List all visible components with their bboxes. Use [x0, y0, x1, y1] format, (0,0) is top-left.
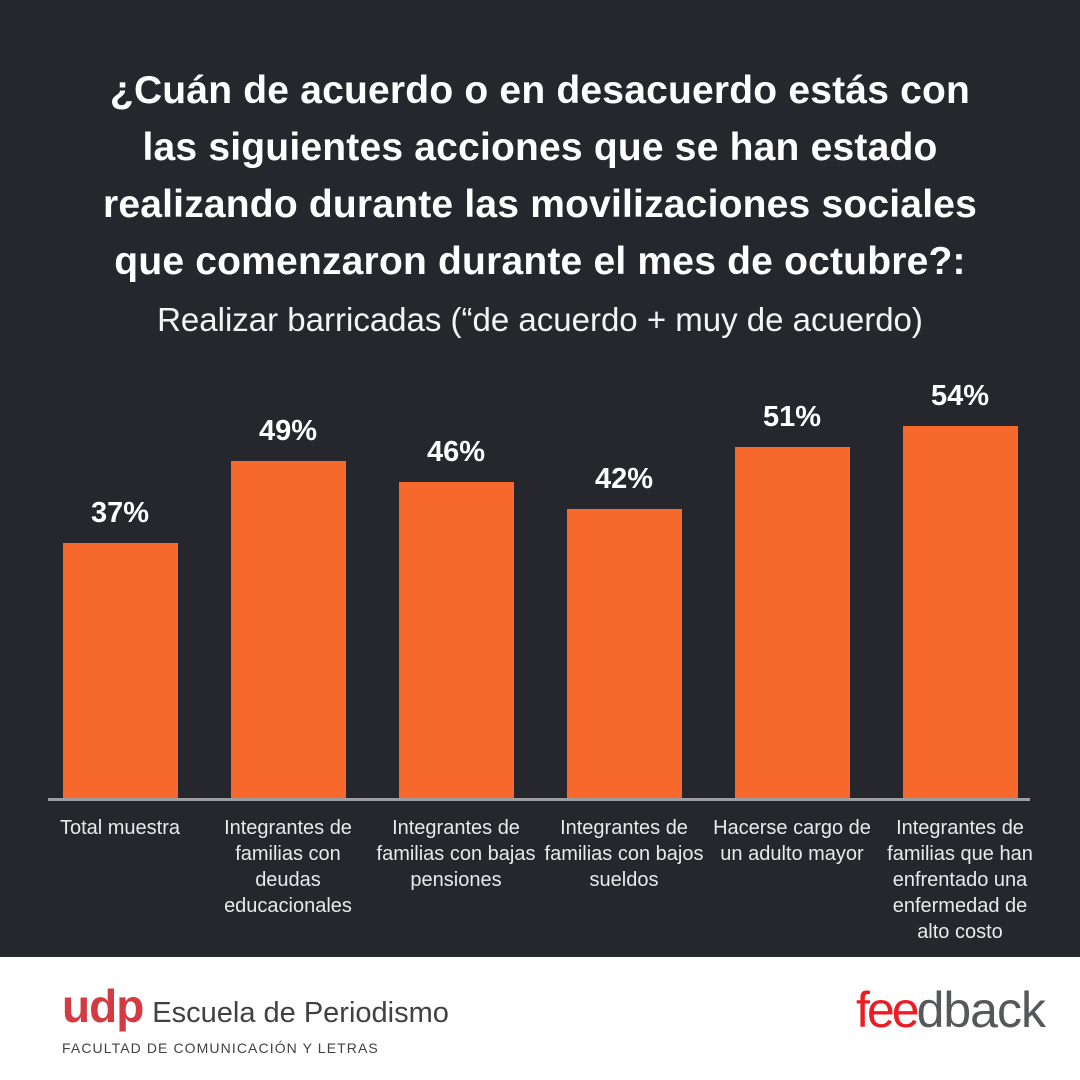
- bar: [734, 447, 850, 798]
- udp-logo: udp Escuela de Periodismo FACULTAD DE CO…: [62, 983, 449, 1056]
- bar: [902, 426, 1018, 798]
- bar-value-label: 37%: [90, 497, 150, 529]
- udp-faculty-name: FACULTAD DE COMUNICACIÓN Y LETRAS: [62, 1040, 379, 1056]
- feedback-logo-gray-part: dback: [916, 982, 1046, 1038]
- footer: udp Escuela de Periodismo FACULTAD DE CO…: [0, 957, 1080, 1080]
- bar-value-label: 51%: [762, 401, 822, 433]
- bar: [566, 509, 682, 798]
- category-label: Integrantes de familias con deudas educa…: [224, 817, 352, 917]
- category-label: Integrantes de familias con bajas pensio…: [376, 817, 536, 891]
- bars-row: 37% 49% 46% 42% 51% 54%: [36, 378, 1044, 798]
- chart-title-line: realizando durante las movilizaciones so…: [102, 183, 978, 226]
- bar-column: 42%: [540, 463, 708, 798]
- chart-title-line: que comenzaron durante el mes de octubre…: [114, 240, 966, 283]
- bar-column: 49%: [204, 415, 372, 798]
- category-label: Total muestra: [59, 817, 181, 839]
- feedback-logo: feedback: [856, 982, 1046, 1038]
- udp-school-name: Escuela de Periodismo: [152, 997, 449, 1029]
- bar: [62, 543, 178, 798]
- chart-title-line: las siguientes acciones que se han estad…: [142, 126, 938, 169]
- chart-subtitle: Realizar barricadas (“de acuerdo + muy d…: [157, 301, 923, 338]
- bar-value-label: 49%: [258, 415, 318, 447]
- x-axis-line: [48, 798, 1030, 801]
- category-labels-row: Total muestra Integrantes de familias co…: [36, 815, 1044, 945]
- title-block: ¿Cuán de acuerdo o en desacuerdo estás c…: [0, 62, 1080, 342]
- category-label: Integrantes de familias que han enfrenta…: [887, 817, 1033, 943]
- bar-value-label: 42%: [594, 463, 654, 495]
- bar: [230, 461, 346, 798]
- bar-column: 37%: [36, 497, 204, 798]
- chart-title-line: ¿Cuán de acuerdo o en desacuerdo estás c…: [109, 69, 971, 112]
- bar-column: 54%: [876, 380, 1044, 798]
- feedback-logo-red-part: fee: [856, 982, 919, 1038]
- category-label: Integrantes de familias con bajos sueldo…: [544, 817, 704, 891]
- udp-logo-mark: udp: [62, 980, 144, 1032]
- bar: [398, 482, 514, 798]
- bar-value-label: 46%: [426, 436, 486, 468]
- bar-column: 51%: [708, 401, 876, 798]
- bar-chart: 37% 49% 46% 42% 51% 54%: [36, 378, 1044, 945]
- bar-column: 46%: [372, 436, 540, 798]
- bar-value-label: 54%: [930, 380, 990, 412]
- category-label: Hacerse cargo de un adulto mayor: [713, 817, 871, 865]
